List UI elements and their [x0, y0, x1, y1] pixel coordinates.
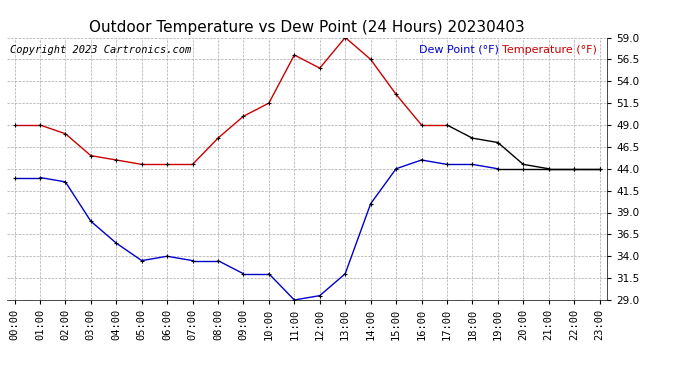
Title: Outdoor Temperature vs Dew Point (24 Hours) 20230403: Outdoor Temperature vs Dew Point (24 Hou… [89, 20, 525, 35]
Legend: Dew Point (°F), Temperature (°F): Dew Point (°F), Temperature (°F) [414, 40, 601, 59]
Text: Copyright 2023 Cartronics.com: Copyright 2023 Cartronics.com [10, 45, 191, 56]
